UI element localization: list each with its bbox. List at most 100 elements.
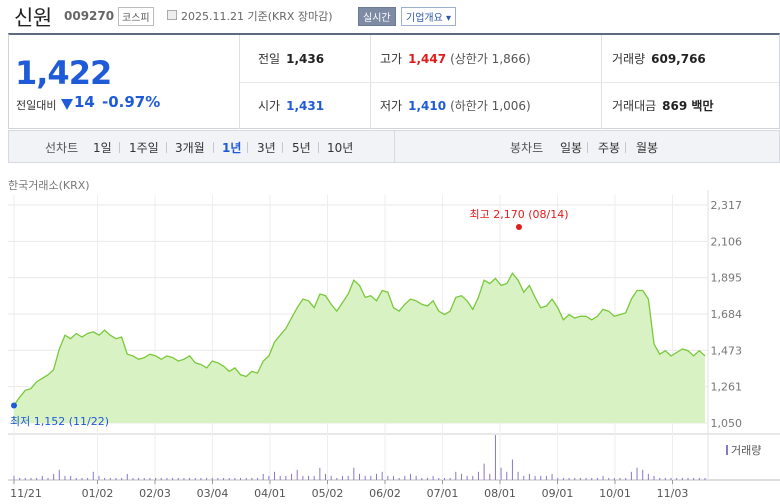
volume-bar (121, 477, 123, 480)
volume-bar (291, 473, 293, 480)
volume-bar (693, 477, 695, 480)
change-percent: -0.97% (102, 93, 161, 111)
stat-open: 시가 1,431 (258, 97, 324, 114)
volume-bar (223, 477, 225, 480)
volume-bar (608, 477, 610, 480)
tab-3m[interactable]: 3개월 (175, 141, 205, 155)
stat-label: 전일 (258, 52, 281, 66)
volume-bar (517, 471, 519, 480)
tab-10y[interactable]: 10년 (327, 141, 354, 155)
volume-bar (70, 475, 72, 480)
volume-bar (30, 477, 32, 480)
price-area (14, 273, 705, 423)
volume-bar (217, 477, 219, 480)
volume-bar (183, 477, 185, 480)
divider (240, 82, 779, 83)
volume-legend-swatch (726, 445, 728, 455)
x-tick-label: 09/01 (542, 487, 574, 500)
stock-name: 신원 (14, 6, 52, 30)
line-chart-label: 선차트 (45, 141, 79, 155)
volume-bar (228, 477, 230, 480)
max-marker (516, 224, 522, 230)
y-axis-labels: 2,317 2,106 1,895 1,684 1,473 1,261 1,050 (711, 199, 743, 430)
divider (213, 142, 214, 153)
volume-bar (472, 475, 474, 480)
stat-value: 1,436 (286, 52, 325, 66)
volume-bar (568, 477, 570, 480)
volume-bar (528, 473, 530, 480)
volume-bar (387, 475, 389, 480)
stat-amount: 거래대금 869 백만 (612, 97, 713, 114)
divider (318, 142, 319, 153)
tab-1y[interactable]: 1년 (222, 141, 242, 155)
volume-bar (257, 477, 259, 480)
volume-bar (87, 477, 89, 480)
volume-bar (551, 473, 553, 480)
min-label: 최저 1,152 (11/22) (10, 415, 109, 428)
stat-prev-close: 전일 1,436 (258, 50, 324, 67)
volume-bar (415, 475, 417, 480)
x-axis-labels: 11/21 01/02 02/03 03/04 04/01 05/02 06/02 07/01… (10, 480, 688, 500)
volume-bar (330, 475, 332, 480)
stat-label: 거래량 (612, 52, 646, 66)
y-tick-label: 1,684 (711, 308, 743, 321)
volume-bar (353, 467, 355, 480)
volume-bar (359, 473, 360, 480)
volume-bar (466, 475, 468, 480)
volume-bar (115, 477, 117, 480)
tab-5y[interactable]: 5년 (292, 141, 311, 155)
tab-weekly[interactable]: 주봉 (598, 141, 621, 155)
tab-1w[interactable]: 1주일 (129, 141, 159, 155)
price-chart[interactable]: 2,317 2,106 1,895 1,684 1,473 1,261 1,050 최고 2… (0, 190, 780, 501)
stat-volume: 거래량 609,766 (612, 50, 706, 67)
company-overview-button[interactable]: 기업개요 ▾ (401, 7, 456, 26)
volume-bar (364, 475, 366, 480)
volume-bar (562, 477, 564, 480)
tab-daily[interactable]: 일봉 (560, 141, 583, 155)
realtime-button[interactable]: 실시간 (358, 7, 396, 26)
volume-bar (443, 477, 445, 480)
volume-bar (336, 477, 338, 480)
x-tick-label: 11/03 (657, 487, 689, 500)
upper-limit: (상한가 1,866) (450, 52, 531, 66)
tab-3y[interactable]: 3년 (257, 141, 276, 155)
stat-value: 1,410 (408, 99, 447, 113)
volume-bar (325, 473, 327, 480)
y-tick-label: 1,895 (711, 272, 743, 285)
volume-bar (653, 475, 655, 480)
volume-bar (160, 477, 162, 480)
tab-1d[interactable]: 1일 (93, 141, 112, 155)
price-summary: 1,422 전일대비 14 -0.97% 전일 1,436 고가 1,447 (상한가… (8, 33, 780, 129)
volume-bar (75, 477, 77, 480)
x-tick-label: 05/02 (312, 487, 344, 500)
volume-bar (206, 477, 208, 480)
volume-bar (500, 467, 502, 480)
price-chart-svg[interactable]: 2,317 2,106 1,895 1,684 1,473 1,261 1,050 최고 2… (0, 190, 780, 501)
down-arrow-icon (61, 99, 73, 110)
volume-bar (404, 475, 406, 480)
candle-chart-label: 봉차트 (510, 141, 544, 155)
price-line (13, 272, 706, 406)
x-tick-label: 06/02 (369, 487, 401, 500)
volume-bar (342, 475, 344, 480)
tab-monthly[interactable]: 월봉 (636, 141, 659, 155)
volume-bar (483, 463, 485, 480)
volume-bar (313, 475, 315, 480)
volume-bar (64, 475, 66, 480)
volume-bar (98, 475, 100, 480)
volume-bar (155, 477, 157, 480)
volume-bar (81, 477, 83, 480)
volume-bar (370, 475, 372, 480)
volume-bar (630, 471, 632, 480)
y-tick-label: 2,106 (711, 235, 743, 248)
as-of-date: 2025.11.21 기준(KRX 장마감) (181, 10, 333, 23)
volume-bar (681, 477, 683, 480)
volume-bar (421, 477, 423, 480)
volume-bar (460, 473, 462, 480)
volume-bar (13, 475, 15, 480)
volume-bar (308, 475, 310, 480)
volume-bar (143, 477, 145, 480)
x-tick-label: 01/02 (82, 487, 114, 500)
volume-bar (664, 477, 666, 480)
volume-bar (36, 477, 38, 480)
